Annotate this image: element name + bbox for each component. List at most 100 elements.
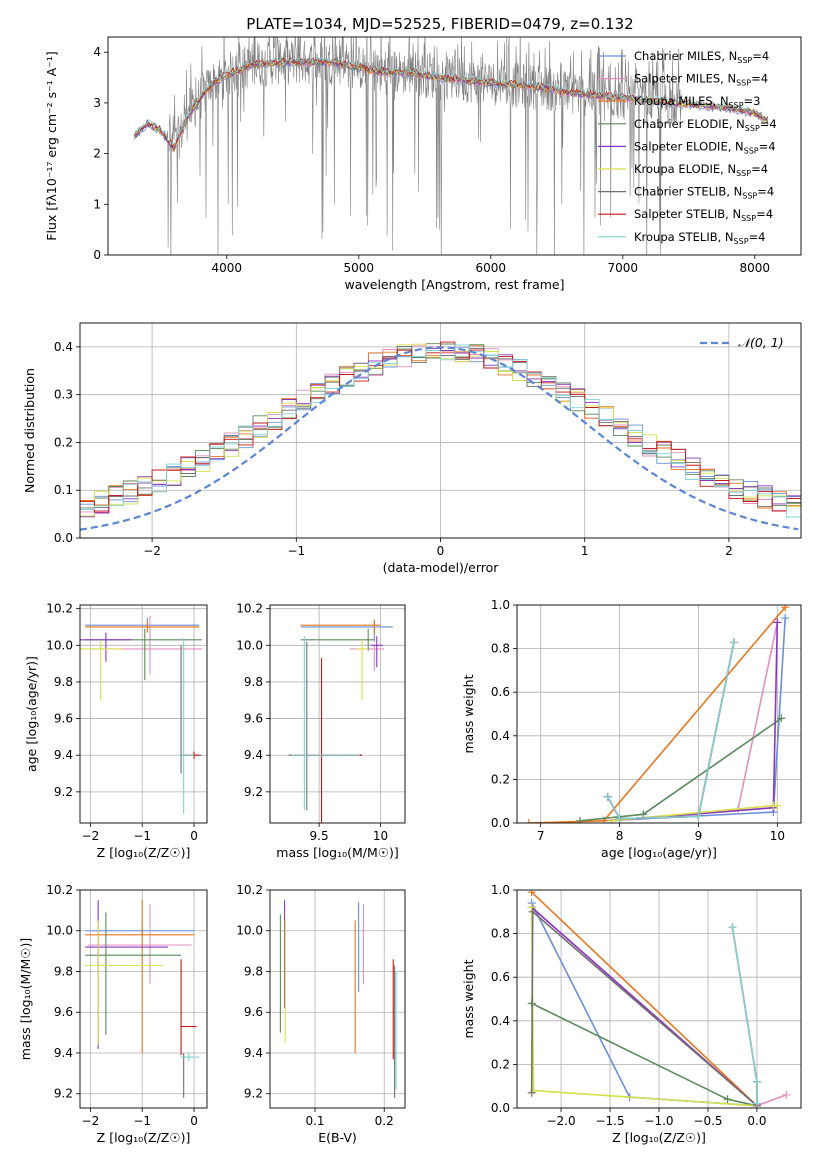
y-tick-label: 9.2 bbox=[54, 1087, 73, 1101]
y-tick-label: 10.0 bbox=[236, 924, 263, 938]
spectrum-legend: Chabrier MILES, NSSP=4 Salpeter MILES, NS… bbox=[598, 49, 777, 246]
model-line-kroupa-stelib bbox=[134, 56, 769, 146]
axes-frame bbox=[269, 604, 406, 824]
x-axis-label: wavelength [Angstrom, rest frame] bbox=[344, 277, 564, 292]
data-point-marker bbox=[603, 792, 612, 801]
data-point-marker bbox=[527, 1088, 536, 1097]
y-tick-label: 10.0 bbox=[46, 924, 73, 938]
y-tick-label: 9.6 bbox=[244, 1005, 263, 1019]
x-axis-label: Z [log₁₀(Z/Z☉)] bbox=[97, 1130, 191, 1145]
x-tick-label: 7 bbox=[537, 829, 545, 843]
x-tick-label: 9.5 bbox=[310, 829, 329, 843]
x-tick-label: 1 bbox=[581, 544, 589, 558]
x-axis-label: E(B-V) bbox=[318, 1130, 357, 1145]
axes-spectrum: 4000 5000 6000 7000 8000 0 1 2 3 4 wavelength [Ang… bbox=[44, 36, 802, 292]
y-tick-label: 10.2 bbox=[46, 883, 73, 897]
x-axis-label: age [log₁₀(age/yr)] bbox=[601, 845, 717, 860]
plot-area-mass_vs_EBV bbox=[270, 890, 405, 1108]
x-tick-label: 5000 bbox=[344, 261, 375, 275]
x-tick-label: −1 bbox=[287, 544, 305, 558]
y-axis-label: mass [log₁₀(M/M☉)] bbox=[18, 938, 33, 1060]
x-tick-label: 8 bbox=[616, 829, 624, 843]
data-point-marker bbox=[607, 816, 616, 823]
data-point-marker bbox=[781, 605, 790, 612]
y-tick-label: 4 bbox=[93, 45, 101, 59]
plot-area-residuals bbox=[80, 323, 801, 538]
axes-frame bbox=[516, 604, 802, 824]
data-point-marker bbox=[527, 890, 536, 897]
x-tick-label: −2.0 bbox=[546, 1114, 575, 1128]
x-tick-label: −2 bbox=[82, 1114, 100, 1128]
y-tick-label: 9.6 bbox=[54, 1005, 73, 1019]
x-tick-label: −1 bbox=[133, 829, 151, 843]
plot-area-weight_vs_Z bbox=[517, 890, 801, 1108]
data-point-marker bbox=[576, 816, 585, 823]
x-tick-label: −1.0 bbox=[644, 1114, 673, 1128]
series-line-kroupa-miles bbox=[531, 891, 758, 1107]
data-point-marker bbox=[527, 903, 536, 912]
y-tick-label: 0.2 bbox=[491, 772, 510, 786]
x-tick-label: −2 bbox=[82, 829, 100, 843]
axes-frame bbox=[269, 889, 406, 1109]
x-tick-label: 7000 bbox=[608, 261, 639, 275]
axes-weight_vs_age: 7 8 9 10 0.0 0.2 0.4 0.6 0.8 1.0 age [log₁₀(age/yr… bbox=[461, 598, 802, 860]
model-line-kroupa-elodie bbox=[134, 58, 769, 147]
data-point-marker bbox=[723, 1095, 732, 1104]
data-point-marker bbox=[528, 907, 537, 916]
y-tick-label: 0.6 bbox=[491, 685, 510, 699]
y-tick-label: 9.4 bbox=[54, 1046, 73, 1060]
legend-entry: Salpeter ELODIE, NSSP=4 bbox=[634, 139, 776, 155]
y-tick-label: 0.0 bbox=[491, 816, 510, 830]
x-tick-label: −2 bbox=[143, 544, 161, 558]
plot-area-age_vs_mass bbox=[270, 605, 405, 823]
y-tick-label: 0.0 bbox=[491, 1101, 510, 1115]
y-tick-label: 9.8 bbox=[244, 675, 263, 689]
plot-area-mass_vs_Z bbox=[80, 890, 207, 1108]
data-point-marker bbox=[694, 812, 703, 821]
data-point-marker bbox=[752, 1099, 761, 1108]
y-tick-label: 10.2 bbox=[236, 883, 263, 897]
legend-entry: Kroupa ELODIE, NSSP=4 bbox=[634, 162, 768, 178]
y-tick-label: 1 bbox=[93, 197, 101, 211]
x-tick-label: −1.5 bbox=[595, 1114, 624, 1128]
data-point-marker bbox=[781, 614, 790, 623]
y-tick-label: 9.8 bbox=[54, 675, 73, 689]
y-tick-label: 0.0 bbox=[54, 531, 73, 545]
axes-frame bbox=[79, 889, 208, 1109]
plot-area-age_vs_Z bbox=[80, 605, 207, 823]
x-axis-label: (data-model)/error bbox=[383, 560, 500, 575]
y-tick-label: 9.4 bbox=[54, 748, 73, 762]
x-tick-label: 0.0 bbox=[747, 1114, 766, 1128]
x-tick-label: 0 bbox=[437, 544, 445, 558]
y-tick-label: 9.6 bbox=[54, 712, 73, 726]
y-tick-label: 9.2 bbox=[244, 1087, 263, 1101]
y-tick-label: 9.8 bbox=[54, 964, 73, 978]
y-tick-label: 0.3 bbox=[54, 388, 73, 402]
legend-entry: Chabrier ELODIE, NSSP=4 bbox=[634, 117, 777, 133]
series-line-chabrier-elodie bbox=[531, 1002, 758, 1107]
y-tick-label: 0.8 bbox=[491, 927, 510, 941]
legend-entry: Kroupa MILES, NSSP=3 bbox=[634, 94, 760, 110]
y-tick-label: 0.4 bbox=[54, 340, 73, 354]
y-tick-label: 10.0 bbox=[236, 638, 263, 652]
data-point-marker bbox=[524, 819, 533, 823]
x-tick-label: −0.5 bbox=[693, 1114, 722, 1128]
y-tick-label: 0.6 bbox=[491, 970, 510, 984]
x-tick-label: 4000 bbox=[212, 261, 243, 275]
axes-age_vs_Z: −2 −1 0 9.2 9.4 9.6 9.8 10.0 10.2 Z [log₁₀(Z/Z☉)]… bbox=[24, 602, 208, 860]
x-tick-label: 8000 bbox=[740, 261, 771, 275]
x-axis-label: mass [log₁₀(M/M☉)] bbox=[276, 845, 398, 860]
data-point-marker bbox=[615, 814, 624, 823]
legend-entry: Salpeter STELIB, NSSP=4 bbox=[634, 207, 773, 223]
y-axis-label: mass weight bbox=[461, 674, 476, 753]
y-tick-label: 0.8 bbox=[491, 642, 510, 656]
x-tick-label: 0.2 bbox=[375, 1114, 394, 1128]
y-tick-label: 9.2 bbox=[244, 785, 263, 799]
data-point-marker bbox=[782, 1090, 791, 1099]
x-tick-label: 9 bbox=[695, 829, 703, 843]
legend-entry: Chabrier STELIB, NSSP=4 bbox=[634, 185, 774, 201]
y-axis-label: age [log₁₀(age/yr)] bbox=[24, 656, 39, 772]
series-line-chabrier-stelib bbox=[606, 641, 735, 820]
data-point-marker bbox=[639, 810, 648, 819]
y-tick-label: 9.4 bbox=[244, 748, 263, 762]
